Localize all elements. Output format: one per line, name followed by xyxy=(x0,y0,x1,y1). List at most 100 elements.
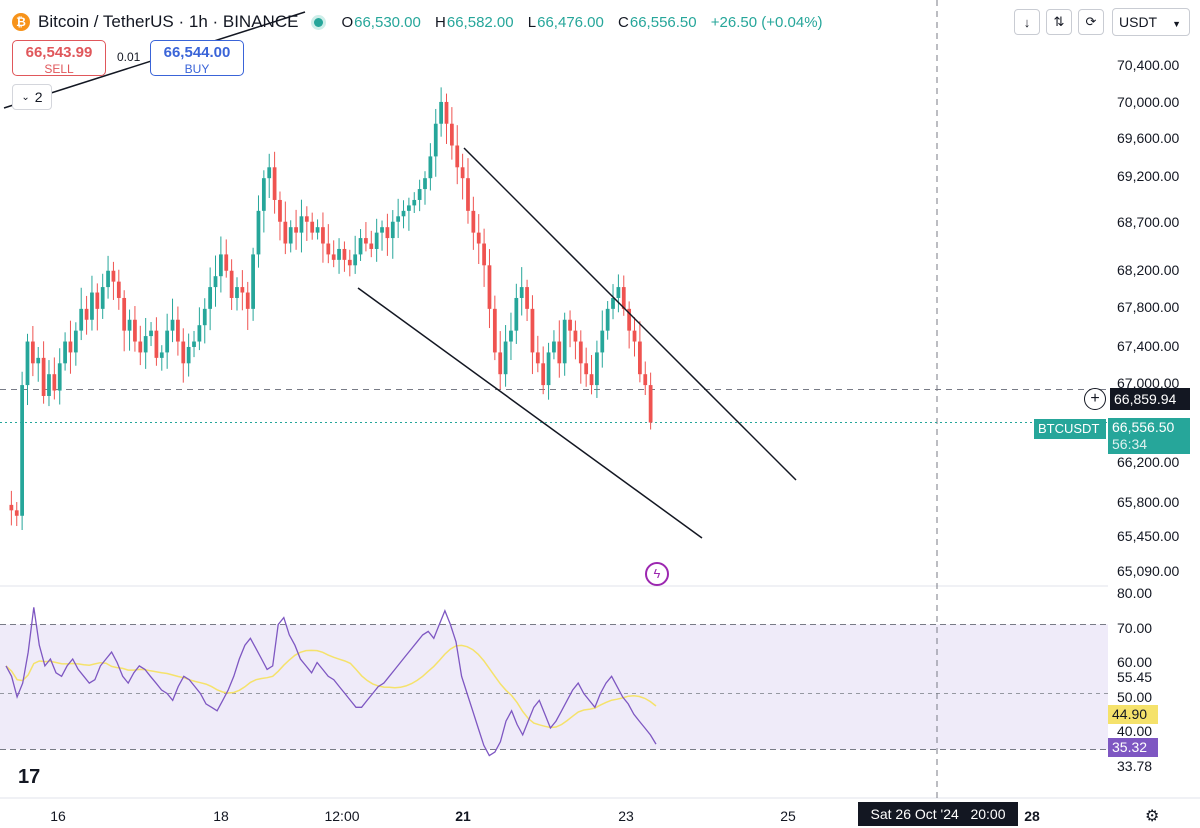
candle-body xyxy=(482,243,486,266)
buy-button[interactable]: 66,544.00 BUY xyxy=(150,40,244,76)
candle-body xyxy=(412,199,417,206)
candle-body xyxy=(315,227,320,233)
candle-body xyxy=(492,308,497,353)
candle-body xyxy=(84,308,89,320)
candle-body xyxy=(138,341,143,353)
candle-body xyxy=(627,308,632,331)
time-tick: 25 xyxy=(780,808,796,824)
candle-body xyxy=(353,254,358,266)
candle-body xyxy=(79,308,84,331)
tradingview-logo: 17 xyxy=(18,766,41,788)
indicators-toggle[interactable]: ⌄ 2 xyxy=(12,84,52,110)
candle-body xyxy=(63,341,67,364)
collapse-icon[interactable]: ⇅ xyxy=(1046,9,1072,35)
add-alert-icon[interactable]: + xyxy=(1084,388,1106,410)
buy-label: BUY xyxy=(184,62,210,76)
candle-body xyxy=(116,281,121,298)
bar-countdown: 56:34 xyxy=(1112,436,1148,452)
candle-body xyxy=(25,341,30,386)
candle-body xyxy=(417,189,422,200)
currency-select[interactable]: USDT ▼ xyxy=(1112,8,1190,36)
candle-body xyxy=(648,385,653,423)
candle-body xyxy=(326,243,331,255)
candle-body xyxy=(471,210,476,233)
last-price: 66,556.50 xyxy=(1112,419,1175,435)
candle-body xyxy=(251,254,255,309)
rsi-tick: 55.45 xyxy=(1117,669,1153,685)
candle-body xyxy=(611,297,615,309)
candle-body xyxy=(57,363,62,391)
candle-body xyxy=(600,330,605,353)
gear-icon[interactable]: ⚙ xyxy=(1145,808,1160,825)
time-tick: 16 xyxy=(50,808,66,824)
symbol-header: ₿ Bitcoin / TetherUS · 1h · BINANCE O66,… xyxy=(12,10,833,34)
price-tick: 66,200.00 xyxy=(1117,454,1180,470)
ohlc-low: L66,476.00 xyxy=(527,13,604,31)
price-tick: 69,200.00 xyxy=(1117,168,1180,184)
candle-body xyxy=(68,341,73,353)
candle-body xyxy=(546,352,551,386)
candle-body xyxy=(535,352,540,364)
candle-body xyxy=(342,248,347,260)
ohlc-close: C66,556.50 xyxy=(618,13,697,31)
candle-body xyxy=(557,341,562,364)
candle-body xyxy=(165,330,170,353)
candle-body xyxy=(578,341,583,364)
spread-value: 0.01 xyxy=(117,50,141,64)
ohlc-high: H66,582.00 xyxy=(435,13,514,31)
candle-body xyxy=(643,374,648,386)
candle-body xyxy=(364,238,368,244)
crosshair-time-label: Sat 26 Oct '24 20:00 xyxy=(858,802,1018,826)
ohlc-change: +26.50 (+0.04%) xyxy=(710,13,823,31)
price-tick: 67,400.00 xyxy=(1117,338,1180,354)
time-tick: 28 xyxy=(1024,808,1040,824)
rsi-tick: 80.00 xyxy=(1117,585,1153,601)
time-tick: 18 xyxy=(213,808,229,824)
candle-body xyxy=(245,292,250,309)
sell-button[interactable]: 66,543.99 SELL xyxy=(12,40,106,76)
candle-body xyxy=(106,270,110,288)
candle-body xyxy=(514,297,519,331)
candle-body xyxy=(584,363,589,375)
candle-body xyxy=(573,330,578,342)
ohlc-values: O66,530.00 H66,582.00 L66,476.00 C66,556… xyxy=(341,14,832,31)
candle-body xyxy=(90,292,94,320)
candle-body xyxy=(294,227,298,233)
time-tick: 23 xyxy=(618,808,634,824)
candle-body xyxy=(95,292,100,309)
candle-body xyxy=(423,178,427,190)
candle-body xyxy=(541,363,546,386)
price-tick: 68,700.00 xyxy=(1117,214,1180,230)
rsi-tick: 40.00 xyxy=(1117,723,1153,739)
candle-body xyxy=(20,385,24,516)
currency-label: USDT xyxy=(1119,14,1158,30)
rsi-tick: 60.00 xyxy=(1117,654,1153,670)
price-tick: 67,000.00 xyxy=(1117,375,1180,391)
candle-body xyxy=(267,167,272,179)
candle-body xyxy=(632,330,637,342)
candle-body xyxy=(261,178,266,211)
candle-body xyxy=(401,210,406,217)
last-price-tag: 66,556.50 56:34 xyxy=(1108,418,1190,454)
sell-price: 66,543.99 xyxy=(25,44,93,61)
price-tick: 65,800.00 xyxy=(1117,494,1180,510)
price-tick: 68,200.00 xyxy=(1117,262,1180,278)
candle-body xyxy=(9,504,14,511)
candle-body xyxy=(390,221,395,239)
candle-body xyxy=(235,287,239,298)
candle-body xyxy=(476,232,481,244)
candle-body xyxy=(444,101,449,124)
rsi-tick: 70.00 xyxy=(1117,620,1153,636)
candle-body xyxy=(369,243,374,249)
candle-body xyxy=(380,227,384,233)
candle-body xyxy=(229,270,234,298)
symbol-title[interactable]: Bitcoin / TetherUS · 1h · BINANCE xyxy=(38,12,299,31)
lightning-icon[interactable]: ϟ xyxy=(645,562,669,586)
candle-body xyxy=(170,319,175,331)
candle-body xyxy=(288,227,293,244)
candle-body xyxy=(213,276,218,288)
refresh-icon[interactable]: ⟳ xyxy=(1078,9,1104,35)
candle-body xyxy=(47,374,51,396)
arrow-down-icon[interactable]: ↓ xyxy=(1014,9,1040,35)
